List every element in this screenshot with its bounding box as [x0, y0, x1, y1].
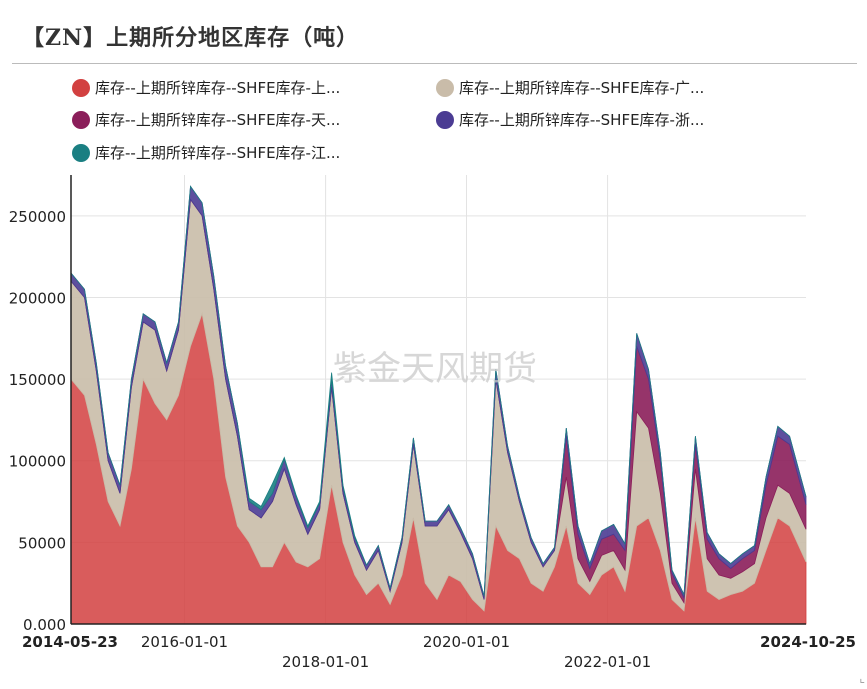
resize-handle-icon[interactable]: ⌞ [859, 671, 865, 685]
y-tick-label: 0.000 [23, 616, 66, 634]
legend-item-jiangsu[interactable]: 库存--上期所锌库存--SHFE库存-江... [72, 142, 340, 163]
title-divider [12, 63, 857, 64]
legend-dot-guangdong [436, 78, 454, 97]
legend-label-guangdong: 库存--上期所锌库存--SHFE库存-广... [459, 79, 705, 97]
y-tick-labels: 0.000 50000 100000 150000 200000 250000 [9, 208, 66, 634]
legend-label-jiangsu: 库存--上期所锌库存--SHFE库存-江... [95, 144, 341, 162]
legend-label-tianjin: 库存--上期所锌库存--SHFE库存-天... [95, 111, 341, 129]
legend-dot-shanghai [72, 78, 90, 97]
legend-dot-jiangsu [72, 143, 90, 162]
x-tick-label: 2014-05-23 [22, 633, 118, 651]
area-series-jiangsu [70, 185, 807, 597]
x-tick-label: 2016-01-01 [141, 633, 228, 651]
y-tick-label: 50000 [18, 534, 66, 552]
watermark-text: 紫金天风期货 [333, 349, 537, 389]
axes [70, 175, 806, 625]
y-tick-label: 100000 [9, 453, 66, 471]
legend-dot-tianjin [72, 110, 90, 129]
x-tick-label: 2018-01-01 [282, 653, 369, 671]
legend-label-zhejiang: 库存--上期所锌库存--SHFE库存-浙... [459, 111, 705, 129]
legend-dot-zhejiang [436, 110, 454, 129]
legend-item-shanghai[interactable]: 库存--上期所锌库存--SHFE库存-上... [72, 77, 340, 98]
area-series [70, 185, 807, 625]
chart-title: 【ZN】上期所分地区库存（吨） [22, 25, 360, 51]
x-tick-label: 2024-10-25 [760, 633, 856, 651]
y-tick-label: 150000 [9, 371, 66, 389]
legend-item-tianjin[interactable]: 库存--上期所锌库存--SHFE库存-天... [72, 109, 340, 130]
x-tick-label: 2020-01-01 [423, 633, 510, 651]
x-tick-labels: 2014-05-23 2016-01-01 2018-01-01 2020-01-01… [22, 633, 856, 671]
legend-item-zhejiang[interactable]: 库存--上期所锌库存--SHFE库存-浙... [436, 109, 704, 130]
legend-item-guangdong[interactable]: 库存--上期所锌库存--SHFE库存-广... [436, 77, 704, 98]
x-tick-label: 2022-01-01 [564, 653, 651, 671]
y-tick-label: 200000 [9, 289, 66, 307]
legend-label-shanghai: 库存--上期所锌库存--SHFE库存-上... [95, 79, 341, 97]
y-tick-label: 250000 [9, 208, 66, 226]
